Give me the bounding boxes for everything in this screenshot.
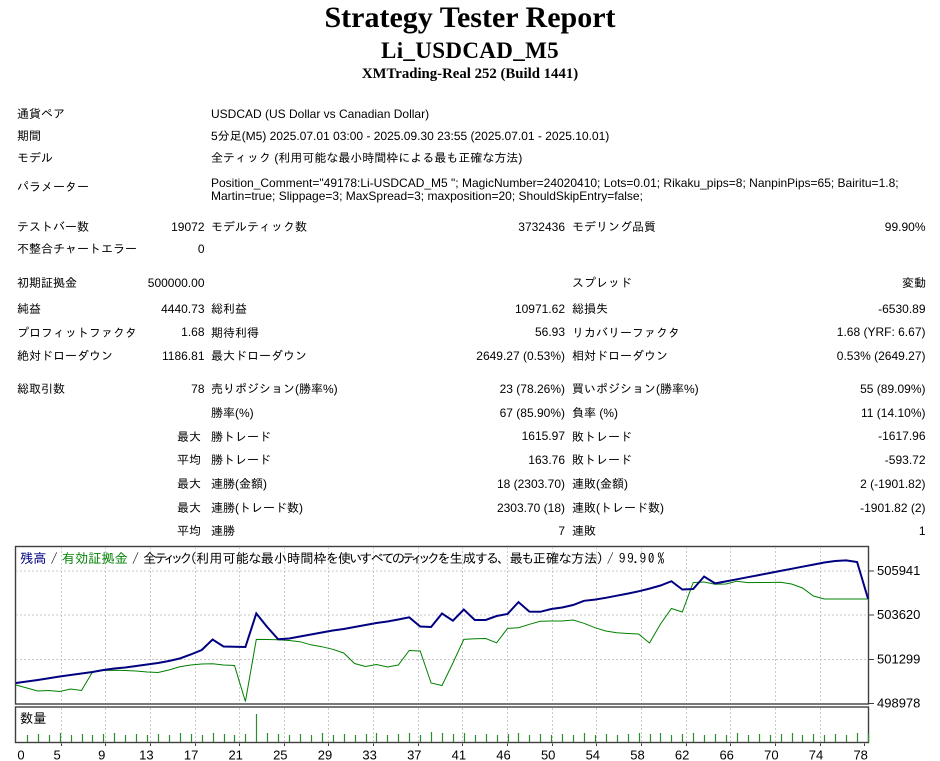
svg-text:62: 62	[675, 747, 689, 761]
svg-text:9: 9	[98, 747, 105, 761]
svg-text:501299: 501299	[877, 651, 920, 666]
svg-text:78: 78	[853, 747, 867, 761]
svg-text:29: 29	[318, 747, 332, 761]
svg-text:74: 74	[809, 747, 823, 761]
svg-text:21: 21	[228, 747, 242, 761]
svg-text:37: 37	[407, 747, 421, 761]
svg-text:13: 13	[139, 747, 153, 761]
svg-text:54: 54	[586, 747, 600, 761]
svg-text:498978: 498978	[877, 696, 920, 711]
svg-text:503620: 503620	[877, 607, 920, 622]
svg-text:25: 25	[273, 747, 287, 761]
svg-text:46: 46	[496, 747, 510, 761]
svg-text:0: 0	[17, 747, 24, 761]
svg-text:70: 70	[764, 747, 778, 761]
svg-text:33: 33	[362, 747, 376, 761]
svg-text:5: 5	[53, 747, 60, 761]
svg-text:58: 58	[630, 747, 644, 761]
svg-text:66: 66	[719, 747, 733, 761]
svg-text:41: 41	[452, 747, 466, 761]
svg-text:17: 17	[184, 747, 198, 761]
svg-text:505941: 505941	[877, 563, 920, 578]
svg-text:50: 50	[541, 747, 555, 761]
